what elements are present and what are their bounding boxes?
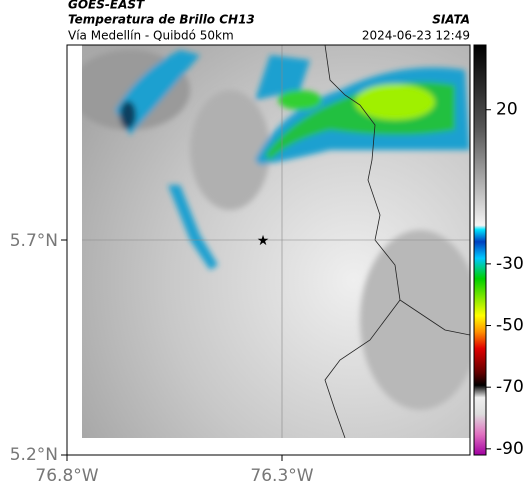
source: SIATA [432,13,470,27]
lat-label: 5.7°N [10,231,58,251]
product: Temperatura de Brillo CH13 [68,13,255,27]
satellite-image: ★ [82,45,470,438]
colorbar [473,44,487,456]
agency: GOES-EAST [68,0,145,12]
timestamp: 2024-06-23 12:49 [362,29,470,43]
colorbar-tick-label: -30 [496,254,524,274]
lon-label: 76.3°W [250,466,313,486]
lat-label: 5.2°N [10,445,58,465]
colorbar-tick-label: -90 [496,439,524,459]
svg-text:★: ★ [257,233,270,249]
colorbar-tick-label: -70 [496,377,524,397]
route: Vía Medellín - Quibdó 50km [68,29,234,43]
colorbar-tick-label: 20 [496,100,518,120]
lon-label: 76.8°W [35,466,98,486]
colorbar-tick-label: -50 [496,316,524,336]
